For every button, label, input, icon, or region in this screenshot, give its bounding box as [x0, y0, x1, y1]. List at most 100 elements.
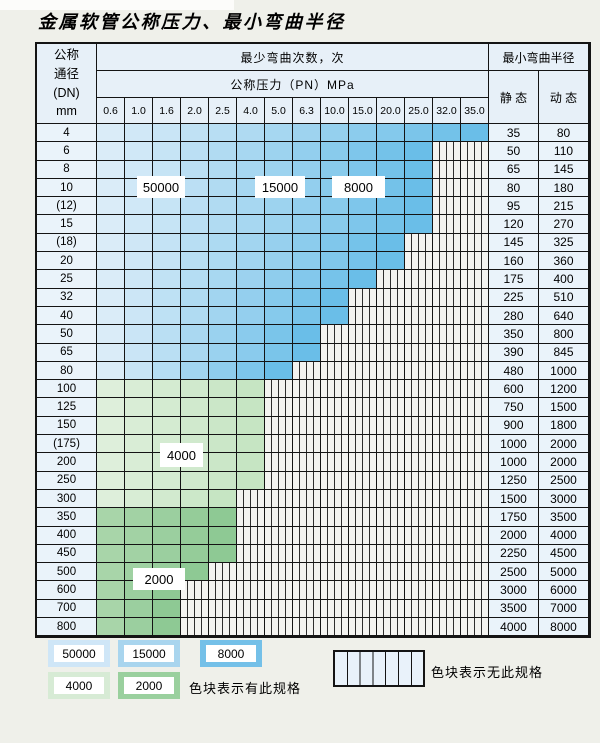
pn-cell: [97, 288, 125, 307]
no-spec-cell: [265, 618, 293, 637]
no-spec-cell: [433, 270, 461, 289]
pn-cell: [125, 526, 153, 545]
pn-cell: [125, 416, 153, 436]
pn-cell: [125, 380, 153, 399]
no-spec-cell: [265, 471, 293, 490]
pn-cell: [153, 380, 181, 399]
dn-cell: 10: [37, 178, 97, 198]
pn-cell: [293, 233, 321, 253]
pn-cell: [97, 581, 125, 600]
pn-cell: [209, 197, 237, 216]
no-spec-cell: [405, 471, 433, 490]
pn-cell: [349, 197, 377, 216]
no-spec-cell: [433, 526, 461, 545]
dynamic-radius-cell: 2000: [539, 453, 589, 472]
no-spec-cell: [461, 215, 489, 234]
no-spec-cell: [265, 526, 293, 545]
no-spec-cell: [321, 398, 349, 417]
pn-cell: [321, 252, 349, 271]
no-spec-cell: [237, 563, 265, 582]
pn-cell: [125, 398, 153, 417]
no-spec-cell: [405, 544, 433, 564]
pn-cell: [265, 325, 293, 344]
no-spec-cell: [405, 508, 433, 527]
no-spec-cell: [433, 361, 461, 381]
pn-cell: [209, 453, 237, 472]
no-spec-cell: [321, 380, 349, 399]
no-spec-cell: [265, 489, 293, 509]
dn-cell: 200: [37, 453, 97, 472]
pn-cell: [349, 233, 377, 253]
no-spec-cell: [405, 563, 433, 582]
no-spec-cell: [237, 508, 265, 527]
pn-cell: [97, 124, 125, 143]
no-spec-cell: [321, 581, 349, 600]
pn-cell: [97, 361, 125, 381]
pn-cell: [97, 544, 125, 564]
no-spec-cell: [461, 453, 489, 472]
pn-cell: [153, 599, 181, 619]
pn-cell: [153, 142, 181, 161]
pn-cell: [265, 361, 293, 381]
no-spec-cell: [377, 325, 405, 344]
no-spec-cell: [377, 435, 405, 454]
no-spec-cell: [377, 361, 405, 381]
dn-cell: 800: [37, 618, 97, 637]
pn-cell: [97, 398, 125, 417]
pn-cell: [181, 544, 209, 564]
pn-cell: [237, 325, 265, 344]
pn-cell: [181, 471, 209, 490]
pn-cell: [265, 215, 293, 234]
dynamic-radius-cell: 5000: [539, 563, 589, 582]
pn-cell: [209, 124, 237, 143]
no-spec-cell: [265, 563, 293, 582]
pn-cell: [125, 197, 153, 216]
legend-label-2000: 2000: [124, 677, 174, 694]
dn-corner-header: 公称 通径 (DN) mm: [37, 44, 97, 124]
pn-cell: [237, 306, 265, 326]
no-spec-cell: [433, 215, 461, 234]
static-radius-cell: 225: [489, 288, 539, 307]
legend-has-spec-note: 色块表示有此规格: [189, 681, 302, 696]
dn-cell: 450: [37, 544, 97, 564]
no-spec-cell: [349, 526, 377, 545]
pn-cell: [209, 215, 237, 234]
no-spec-cell: [293, 563, 321, 582]
dn-cell: (175): [37, 435, 97, 454]
no-spec-cell: [377, 416, 405, 436]
static-radius-cell: 1500: [489, 489, 539, 509]
dynamic-radius-cell: 3500: [539, 508, 589, 527]
dn-cell: 6: [37, 142, 97, 161]
no-spec-cell: [237, 489, 265, 509]
no-spec-cell: [349, 489, 377, 509]
pn-cell: [209, 526, 237, 545]
static-radius-cell: 3000: [489, 581, 539, 600]
pn-cell: [405, 142, 433, 161]
no-spec-cell: [433, 380, 461, 399]
cycle-count-label-15000: 15000: [255, 176, 305, 198]
no-spec-cell: [433, 453, 461, 472]
pn-cell: [125, 343, 153, 362]
no-spec-cell: [433, 544, 461, 564]
no-spec-cell: [433, 581, 461, 600]
no-spec-cell: [349, 618, 377, 637]
static-radius-cell: 1250: [489, 471, 539, 490]
static-radius-cell: 175: [489, 270, 539, 289]
no-spec-cell: [293, 489, 321, 509]
no-spec-cell: [377, 453, 405, 472]
pn-cell: [237, 215, 265, 234]
dn-cell: 32: [37, 288, 97, 307]
dynamic-radius-cell: 145: [539, 160, 589, 179]
dn-cell: 50: [37, 325, 97, 344]
no-spec-cell: [405, 453, 433, 472]
pn-cell: [209, 544, 237, 564]
static-radius-cell: 2250: [489, 544, 539, 564]
pn-cell: [181, 489, 209, 509]
no-spec-cell: [181, 599, 209, 619]
legend-label-15000: 15000: [124, 645, 174, 662]
pn-cell: [237, 124, 265, 143]
pn-cell: [209, 270, 237, 289]
dynamic-radius-cell: 80: [539, 124, 589, 143]
pn-cell: [405, 197, 433, 216]
pn-cell: [153, 197, 181, 216]
